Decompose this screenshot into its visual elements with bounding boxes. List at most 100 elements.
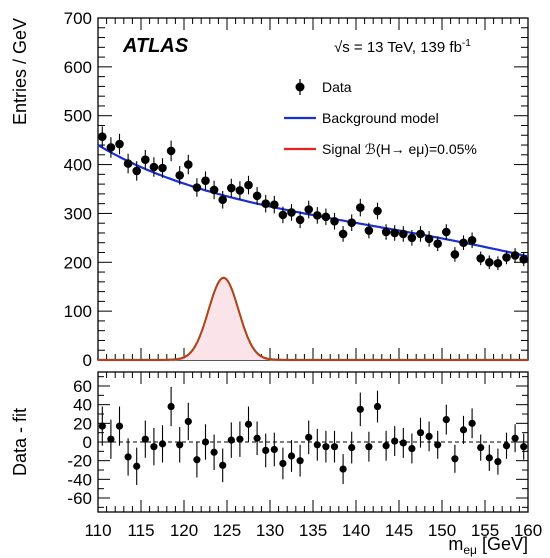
ratio-point — [485, 454, 493, 462]
data-point — [407, 233, 417, 243]
data-point — [123, 159, 133, 168]
ratio-point — [313, 441, 321, 449]
ratio-point — [348, 444, 356, 452]
main-ytick-label: 100 — [64, 302, 92, 321]
atlas-label: ATLAS — [122, 35, 189, 57]
data-point — [158, 163, 167, 173]
ratio-point — [365, 443, 373, 451]
ratio-point — [115, 422, 124, 430]
data-point — [442, 227, 451, 237]
ratio-xtick-label: 110 — [84, 521, 111, 540]
data-point — [347, 218, 357, 228]
data-point — [201, 176, 210, 185]
ratio-point — [434, 441, 442, 449]
data-point — [209, 185, 219, 195]
ratio-ylabel: Data - fit — [10, 408, 30, 476]
data-point — [261, 199, 271, 208]
ratio-point — [494, 458, 502, 466]
legend: Data Background model Signal ℬ(H→ eμ)=0.… — [284, 79, 477, 157]
data-point — [166, 146, 176, 156]
data-point — [218, 195, 227, 205]
data-point — [141, 155, 150, 164]
data-point — [321, 212, 331, 222]
data-point — [476, 254, 486, 263]
signal-overlay-curve — [98, 276, 528, 361]
data-point — [459, 238, 468, 248]
legend-data-label: Data — [322, 79, 352, 95]
legend-signal-label: Signal ℬ(H→ eμ)=0.05% — [322, 141, 477, 157]
ratio-point — [296, 457, 304, 465]
ratio-xtick-label: 115 — [127, 521, 154, 540]
data-point — [338, 229, 348, 239]
ratio-point — [107, 435, 115, 443]
ratio-point — [416, 429, 425, 437]
data-point — [295, 215, 305, 225]
ratio-point — [468, 419, 476, 427]
data-point — [184, 160, 193, 169]
ratio-point — [184, 417, 192, 426]
ratio-point — [287, 452, 296, 460]
data-point — [381, 227, 391, 237]
data-point — [424, 234, 434, 244]
ratio-point — [133, 462, 141, 470]
ratio-point — [356, 405, 364, 413]
main-frame — [97, 17, 529, 361]
data-point — [192, 183, 202, 192]
data-point — [106, 143, 116, 152]
ratio-xtick-label: 145 — [385, 521, 413, 540]
ratio-point — [425, 432, 433, 440]
ratio-xtick-label: 140 — [342, 521, 370, 540]
main-ytick-label: 0 — [83, 351, 92, 370]
ratio-point — [210, 448, 218, 456]
main-ytick-label: 300 — [64, 204, 92, 223]
ratio-point — [124, 453, 132, 461]
data-point — [98, 132, 107, 142]
data-point — [313, 211, 322, 220]
ratio-point — [270, 445, 278, 454]
ratio-point — [141, 435, 149, 443]
ratio-point — [150, 443, 158, 451]
data-point — [330, 216, 339, 226]
ratio-point — [339, 465, 347, 473]
data-point — [519, 255, 528, 264]
ratio-point — [305, 433, 313, 441]
main-panel: 0 100 200 300 400 500 600 700 Entries / GeV — [10, 9, 529, 370]
main-ylabel: Entries / GeV — [10, 18, 30, 125]
ratio-point — [382, 442, 390, 450]
ratio-point — [98, 422, 106, 430]
data-point — [416, 229, 425, 239]
data-point — [287, 208, 296, 217]
data-point — [149, 162, 159, 172]
ratio-point — [520, 443, 528, 451]
data-point — [278, 210, 288, 220]
ratio-point — [322, 443, 330, 451]
data-point — [485, 257, 494, 267]
ratio-ytick-label: 20 — [73, 414, 92, 433]
ratio-point — [201, 438, 210, 446]
data-point — [433, 239, 443, 249]
data-point — [115, 139, 124, 149]
ratio-point — [244, 420, 253, 428]
ratio-point — [219, 461, 227, 469]
ratio-point — [391, 437, 399, 445]
data-point — [364, 226, 374, 235]
data-point — [252, 191, 262, 201]
legend-background-label: Background model — [322, 110, 439, 126]
data-point — [390, 228, 400, 238]
data-point — [132, 166, 141, 176]
main-ytick-label: 700 — [64, 9, 92, 28]
ratio-point — [442, 416, 450, 424]
ratio-ytick-label: 60 — [73, 377, 92, 396]
ratio-point — [511, 434, 519, 442]
ratio-xtick-label: 160 — [514, 521, 542, 540]
ratio-point — [408, 444, 416, 453]
background-curve — [97, 144, 529, 258]
energy-lumi-label: √s = 13 TeV, 139 fb-1 — [334, 38, 471, 56]
ratio-point — [262, 446, 270, 454]
ratio-point — [253, 434, 261, 442]
data-point — [493, 258, 503, 268]
main-ytick-label: 500 — [64, 107, 92, 126]
ratio-ytick-label: -40 — [67, 470, 92, 489]
